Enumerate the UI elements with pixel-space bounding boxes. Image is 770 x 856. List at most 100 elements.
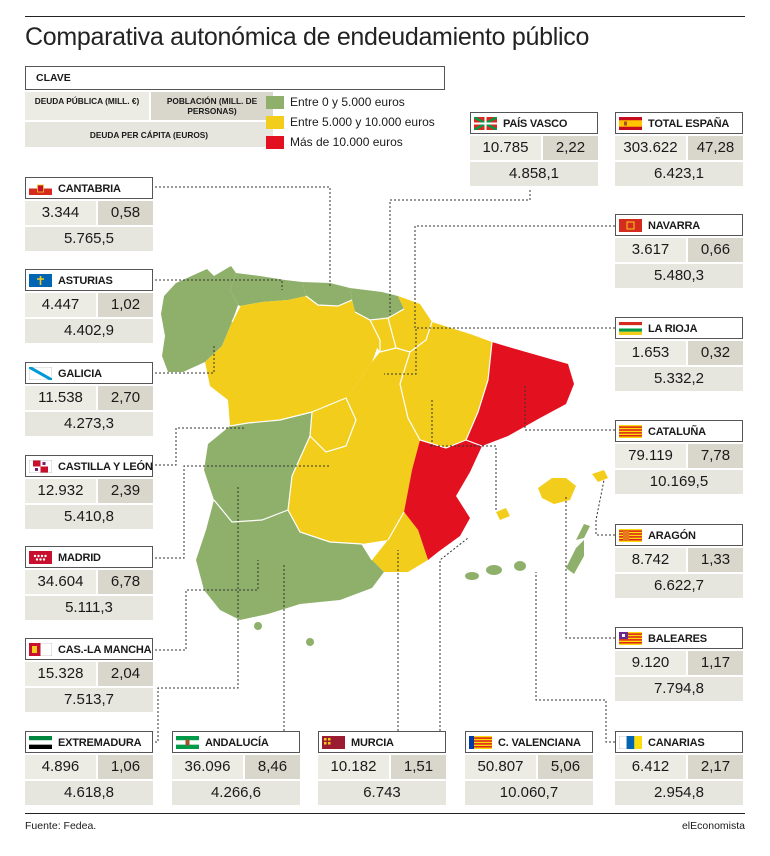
debt-value: 10.785 [470, 136, 541, 160]
flag-extremadura-icon [29, 736, 52, 749]
region-shape-canarias-2 [486, 565, 502, 575]
debt-value: 79.119 [615, 444, 686, 468]
legend-label-low: Entre 0 y 5.000 euros [290, 95, 405, 109]
card-header: ARAGÓN [615, 524, 743, 546]
legend-item-low: Entre 0 y 5.000 euros [266, 95, 405, 109]
debt-value: 36.096 [172, 755, 243, 779]
legend-item-mid: Entre 5.000 y 10.000 euros [266, 115, 435, 129]
population-value: 1,51 [391, 755, 446, 779]
card-header: CANTABRIA [25, 177, 153, 199]
population-value: 7,78 [688, 444, 743, 468]
region-shape-baleares-mallorca [538, 478, 576, 504]
card-header: EXTREMADURA [25, 731, 153, 753]
card-baleares: BALEARES 9.120 1,17 7.794,8 [615, 627, 743, 701]
per-capita-value: 10.060,7 [465, 781, 593, 805]
debt-value: 8.742 [615, 548, 686, 572]
debt-value: 303.622 [615, 136, 686, 160]
debt-value: 6.412 [615, 755, 686, 779]
region-name: ARAGÓN [648, 530, 696, 542]
leader-lines [155, 186, 615, 743]
per-capita-value: 4.266,6 [172, 781, 300, 805]
legend-swatch-green [266, 95, 284, 109]
per-capita-value: 6.622,7 [615, 574, 743, 598]
population-value: 1,02 [98, 293, 153, 317]
population-value: 2,70 [98, 386, 153, 410]
region-shape-castilla-leon [205, 296, 380, 426]
legend-item-high: Más de 10.000 euros [266, 135, 403, 149]
region-shape-ceuta [254, 622, 262, 630]
region-name: BALEARES [648, 633, 707, 645]
region-name: EXTREMADURA [58, 737, 142, 749]
population-value: 47,28 [688, 136, 743, 160]
flag-andalucia-icon [176, 736, 199, 749]
card-header: LA RIOJA [615, 317, 743, 339]
population-value: 2,22 [543, 136, 598, 160]
region-shape-navarra [388, 296, 432, 352]
region-shape-murcia [372, 512, 428, 572]
source-note: Fuente: Fedea. [25, 820, 97, 832]
card-header: GALICIA [25, 362, 153, 384]
card-canarias: CANARIAS 6.412 2,17 2.954,8 [615, 731, 743, 805]
per-capita-value: 4.402,9 [25, 319, 153, 343]
card-murcia: MURCIA 10.182 1,51 6.743 [318, 731, 446, 805]
region-name: CAS.-LA MANCHA [58, 644, 152, 656]
card-header: CAS.-LA MANCHA [25, 638, 153, 660]
per-capita-value: 5.480,3 [615, 264, 743, 288]
population-value: 5,06 [538, 755, 593, 779]
per-capita-value: 4.858,1 [470, 162, 598, 186]
card-header: MADRID [25, 546, 153, 568]
region-name: ASTURIAS [58, 275, 113, 287]
card-header: CASTILLA Y LEÓN [25, 455, 153, 477]
debt-value: 12.932 [25, 479, 96, 503]
region-shape-castilla-la-mancha [288, 348, 420, 544]
card-castilla-la-mancha: CAS.-LA MANCHA 15.328 2,04 7.513,7 [25, 638, 153, 712]
population-value: 0,58 [98, 201, 153, 225]
card-navarra: NAVARRA 3.617 0,66 5.480,3 [615, 214, 743, 288]
legend-swatch-yellow [266, 115, 284, 129]
card-asturias: ASTURIAS 4.447 1,02 4.402,9 [25, 269, 153, 343]
region-name: GALICIA [58, 368, 102, 380]
per-capita-value: 5.332,2 [615, 367, 743, 391]
region-shape-baleares-ibiza [496, 508, 510, 520]
bottom-rule [25, 813, 745, 814]
flag-la-rioja-icon [619, 322, 642, 335]
region-name: TOTAL ESPAÑA [648, 118, 730, 130]
region-name: CANTABRIA [58, 183, 121, 195]
card-header: MURCIA [318, 731, 446, 753]
region-shape-baleares-menorca [592, 470, 608, 482]
debt-value: 4.447 [25, 293, 96, 317]
region-shape-asturias [230, 273, 306, 306]
debt-value: 9.120 [615, 651, 686, 675]
card-galicia: GALICIA 11.538 2,70 4.273,3 [25, 362, 153, 436]
flag-castilla-leon-icon [29, 460, 52, 473]
per-capita-value: 6.423,1 [615, 162, 743, 186]
card-cantabria: CANTABRIA 3.344 0,58 5.765,5 [25, 177, 153, 251]
card-header: CANARIAS [615, 731, 743, 753]
region-name: ANDALUCÍA [205, 737, 269, 749]
population-value: 0,66 [688, 238, 743, 262]
region-shape-extremadura [204, 412, 312, 522]
per-capita-value: 10.169,5 [615, 470, 743, 494]
legend-label-mid: Entre 5.000 y 10.000 euros [290, 115, 435, 129]
flag-castilla-la-mancha-icon [29, 643, 52, 656]
region-name: CATALUÑA [648, 426, 706, 438]
key-per-capita-label: DEUDA PER CÁPITA (EUROS) [25, 122, 273, 147]
population-value: 8,46 [245, 755, 300, 779]
flag-espana-icon [619, 117, 642, 130]
flag-pais-vasco-icon [474, 117, 497, 130]
debt-value: 50.807 [465, 755, 536, 779]
flag-aragon-icon [619, 529, 642, 542]
per-capita-value: 5.765,5 [25, 227, 153, 251]
region-shape-canarias-5 [576, 524, 590, 540]
region-name: LA RIOJA [648, 323, 698, 335]
card-header: CATALUÑA [615, 420, 743, 442]
key-debt-label: DEUDA PÚBLICA (MILL. €) [25, 92, 149, 120]
flag-asturias-icon [29, 274, 52, 287]
population-value: 0,32 [688, 341, 743, 365]
region-shape-cantabria [302, 282, 352, 306]
region-name: NAVARRA [648, 220, 700, 232]
card-header: PAÍS VASCO [470, 112, 598, 134]
region-name: C. VALENCIANA [498, 737, 581, 749]
debt-value: 15.328 [25, 662, 96, 686]
